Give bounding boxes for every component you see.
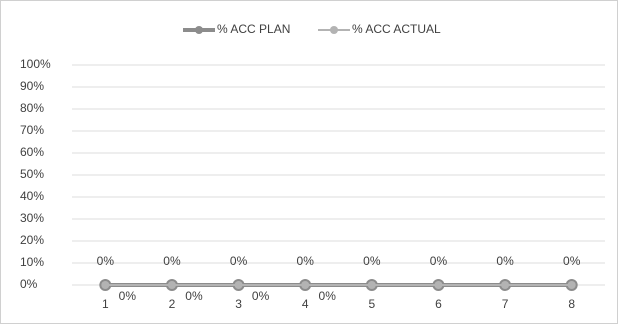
data-label: 0% — [363, 254, 381, 268]
data-label: 0% — [430, 254, 448, 268]
y-tick-label: 90% — [20, 79, 44, 93]
data-label: 0% — [230, 254, 248, 268]
point-marker — [567, 281, 576, 289]
data-label: 0% — [252, 289, 270, 303]
point-marker — [234, 281, 243, 289]
y-tick-label: 30% — [20, 211, 44, 225]
point-marker — [501, 281, 510, 289]
y-tick-label: 0% — [20, 277, 38, 291]
y-tick-label: 80% — [20, 101, 44, 115]
legend-label: % ACC PLAN — [217, 22, 290, 36]
y-tick-label: 100% — [20, 57, 51, 71]
x-tick-label: 6 — [435, 297, 442, 311]
data-label: 0% — [563, 254, 581, 268]
data-label: 0% — [319, 289, 337, 303]
x-tick-label: 2 — [169, 297, 176, 311]
data-label: 0% — [185, 289, 203, 303]
y-tick-label: 60% — [20, 145, 44, 159]
x-tick-label: 4 — [302, 297, 309, 311]
y-tick-label: 70% — [20, 123, 44, 137]
point-marker — [434, 281, 443, 289]
point-marker — [167, 281, 176, 289]
data-label: 0% — [163, 254, 181, 268]
data-label: 0% — [297, 254, 315, 268]
x-tick-label: 3 — [235, 297, 242, 311]
legend-label: % ACC ACTUAL — [352, 22, 441, 36]
x-tick-label: 7 — [502, 297, 509, 311]
legend-marker — [330, 26, 338, 34]
data-label: 0% — [496, 254, 514, 268]
legend-marker — [195, 26, 203, 34]
point-marker — [367, 281, 376, 289]
y-tick-label: 40% — [20, 189, 44, 203]
x-tick-label: 1 — [102, 297, 109, 311]
point-marker — [301, 281, 310, 289]
data-label: 0% — [119, 289, 137, 303]
x-tick-label: 8 — [568, 297, 575, 311]
y-tick-label: 50% — [20, 167, 44, 181]
y-tick-label: 20% — [20, 233, 44, 247]
y-tick-label: 10% — [20, 255, 44, 269]
x-tick-label: 5 — [368, 297, 375, 311]
point-marker — [101, 281, 110, 289]
data-label: 0% — [97, 254, 115, 268]
